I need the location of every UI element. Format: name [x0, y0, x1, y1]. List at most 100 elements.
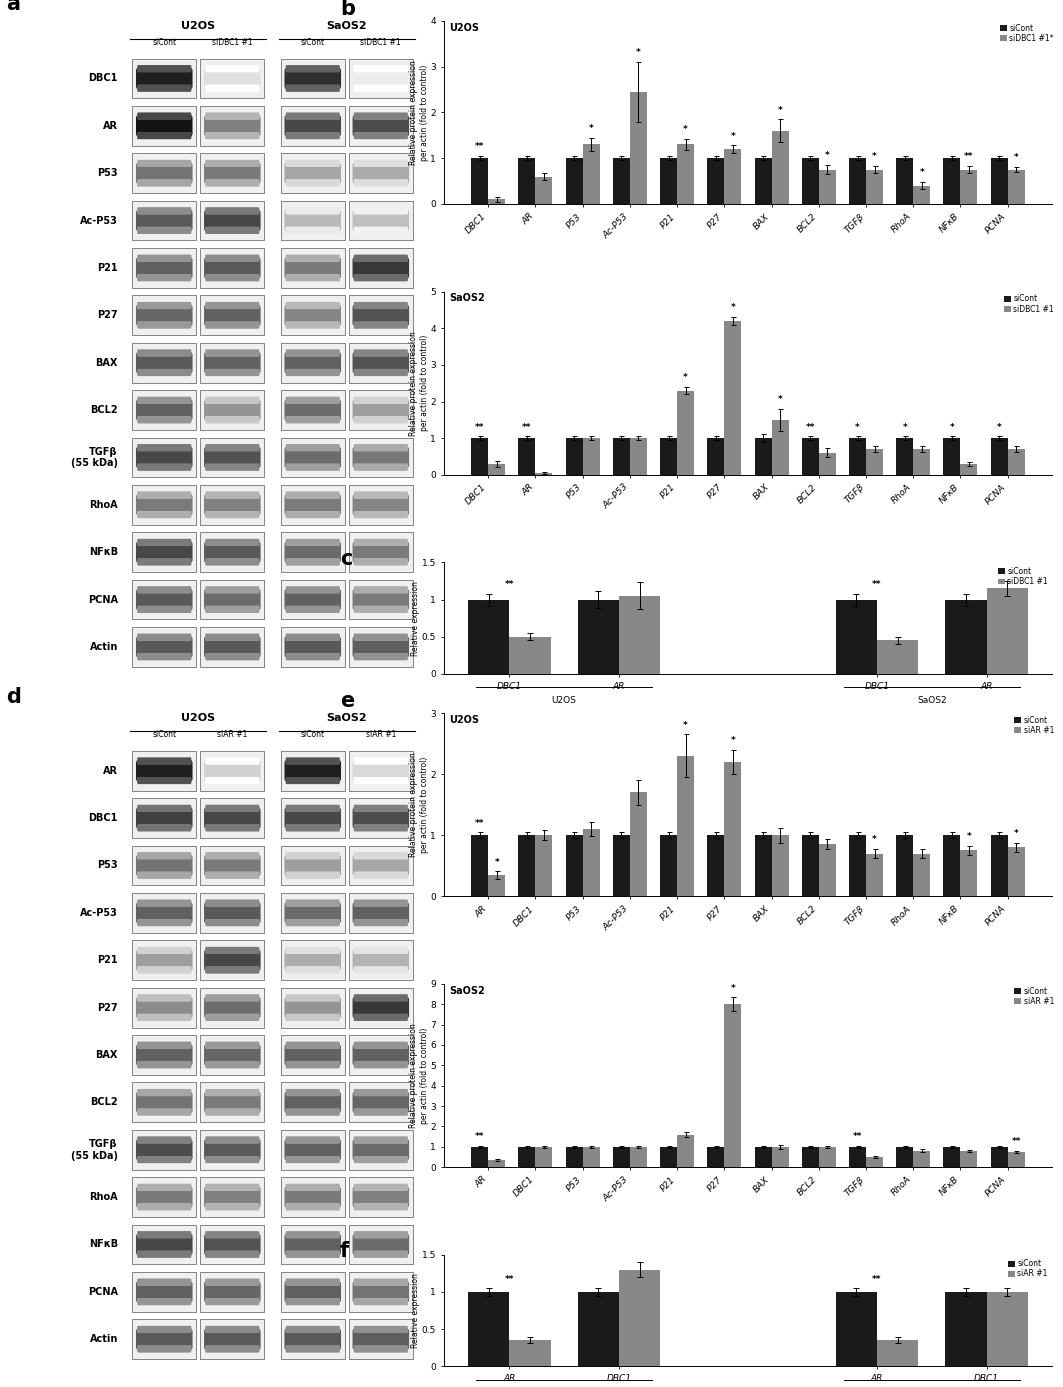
- FancyBboxPatch shape: [286, 1155, 340, 1164]
- FancyBboxPatch shape: [286, 463, 340, 469]
- Bar: [281, 750, 344, 791]
- Bar: [132, 390, 197, 430]
- FancyBboxPatch shape: [137, 1139, 191, 1143]
- FancyBboxPatch shape: [286, 257, 340, 262]
- FancyBboxPatch shape: [286, 275, 340, 282]
- FancyBboxPatch shape: [285, 902, 341, 924]
- FancyBboxPatch shape: [354, 1251, 408, 1258]
- Bar: [349, 1272, 412, 1312]
- FancyBboxPatch shape: [205, 1108, 259, 1114]
- Text: P53: P53: [97, 860, 118, 871]
- Bar: [200, 846, 265, 885]
- FancyBboxPatch shape: [354, 416, 408, 423]
- Bar: [349, 343, 412, 383]
- FancyBboxPatch shape: [136, 1092, 192, 1114]
- Bar: [132, 750, 197, 791]
- FancyBboxPatch shape: [353, 1233, 409, 1255]
- Bar: [577, 599, 619, 674]
- Text: AR: AR: [103, 766, 118, 775]
- Text: RhoA: RhoA: [89, 499, 118, 510]
- FancyBboxPatch shape: [205, 872, 259, 879]
- Bar: [660, 835, 677, 896]
- Bar: [896, 1147, 913, 1166]
- FancyBboxPatch shape: [137, 494, 191, 498]
- FancyBboxPatch shape: [204, 1044, 260, 1065]
- FancyBboxPatch shape: [136, 950, 192, 971]
- Bar: [132, 154, 197, 193]
- FancyBboxPatch shape: [205, 1014, 259, 1019]
- FancyBboxPatch shape: [137, 444, 191, 451]
- Bar: [132, 437, 197, 477]
- FancyBboxPatch shape: [137, 322, 191, 329]
- Text: Actin: Actin: [89, 642, 118, 652]
- FancyBboxPatch shape: [205, 587, 259, 594]
- FancyBboxPatch shape: [205, 397, 259, 404]
- FancyBboxPatch shape: [354, 852, 408, 859]
- Bar: [819, 1147, 836, 1166]
- FancyBboxPatch shape: [137, 255, 191, 262]
- FancyBboxPatch shape: [354, 304, 408, 309]
- FancyBboxPatch shape: [353, 950, 409, 971]
- FancyBboxPatch shape: [286, 902, 340, 907]
- FancyBboxPatch shape: [285, 447, 341, 469]
- Bar: [200, 343, 265, 383]
- FancyBboxPatch shape: [205, 257, 259, 262]
- Text: P21: P21: [97, 264, 118, 273]
- Text: TGFβ
(55 kDa): TGFβ (55 kDa): [71, 1139, 118, 1161]
- FancyBboxPatch shape: [137, 1204, 191, 1211]
- Bar: [802, 158, 819, 204]
- FancyBboxPatch shape: [137, 447, 191, 451]
- FancyBboxPatch shape: [205, 1092, 259, 1096]
- FancyBboxPatch shape: [354, 1186, 408, 1191]
- Bar: [707, 438, 724, 474]
- Text: P53: P53: [97, 168, 118, 178]
- FancyBboxPatch shape: [285, 68, 341, 89]
- FancyBboxPatch shape: [137, 1155, 191, 1161]
- FancyBboxPatch shape: [286, 1232, 340, 1239]
- FancyBboxPatch shape: [285, 1282, 341, 1302]
- FancyBboxPatch shape: [286, 852, 340, 859]
- FancyBboxPatch shape: [137, 227, 191, 234]
- Text: U2OS: U2OS: [181, 713, 216, 723]
- FancyBboxPatch shape: [354, 1155, 408, 1164]
- Bar: [866, 449, 883, 474]
- FancyBboxPatch shape: [137, 902, 191, 907]
- Text: BAX: BAX: [96, 1050, 118, 1060]
- FancyBboxPatch shape: [205, 1061, 259, 1067]
- Text: b: b: [340, 0, 355, 19]
- FancyBboxPatch shape: [285, 541, 341, 563]
- Text: **: **: [505, 1275, 514, 1284]
- Bar: [913, 1151, 930, 1166]
- Bar: [281, 437, 344, 477]
- FancyBboxPatch shape: [136, 854, 192, 877]
- Bar: [200, 1225, 265, 1265]
- FancyBboxPatch shape: [137, 1279, 191, 1286]
- FancyBboxPatch shape: [286, 510, 340, 519]
- FancyBboxPatch shape: [137, 899, 191, 907]
- Bar: [281, 1319, 344, 1359]
- FancyBboxPatch shape: [354, 1014, 408, 1021]
- FancyBboxPatch shape: [136, 1139, 192, 1161]
- FancyBboxPatch shape: [286, 606, 340, 610]
- Text: P27: P27: [97, 1003, 118, 1013]
- Legend: siCont, siDBC1 #1: siCont, siDBC1 #1: [997, 566, 1048, 587]
- Text: siDBC1 #1: siDBC1 #1: [360, 37, 401, 47]
- FancyBboxPatch shape: [354, 302, 408, 309]
- FancyBboxPatch shape: [137, 207, 191, 215]
- Bar: [961, 1151, 978, 1166]
- Bar: [991, 835, 1008, 896]
- Bar: [349, 1082, 412, 1122]
- Bar: [509, 637, 551, 674]
- FancyBboxPatch shape: [354, 162, 408, 166]
- FancyBboxPatch shape: [354, 634, 408, 641]
- Bar: [349, 248, 412, 288]
- FancyBboxPatch shape: [205, 227, 259, 234]
- FancyBboxPatch shape: [137, 1204, 191, 1208]
- Text: **: **: [964, 153, 974, 161]
- Bar: [724, 761, 741, 896]
- Text: **: **: [475, 818, 485, 828]
- FancyBboxPatch shape: [137, 949, 191, 954]
- Bar: [991, 438, 1008, 474]
- Bar: [349, 437, 412, 477]
- Text: **: **: [475, 423, 485, 431]
